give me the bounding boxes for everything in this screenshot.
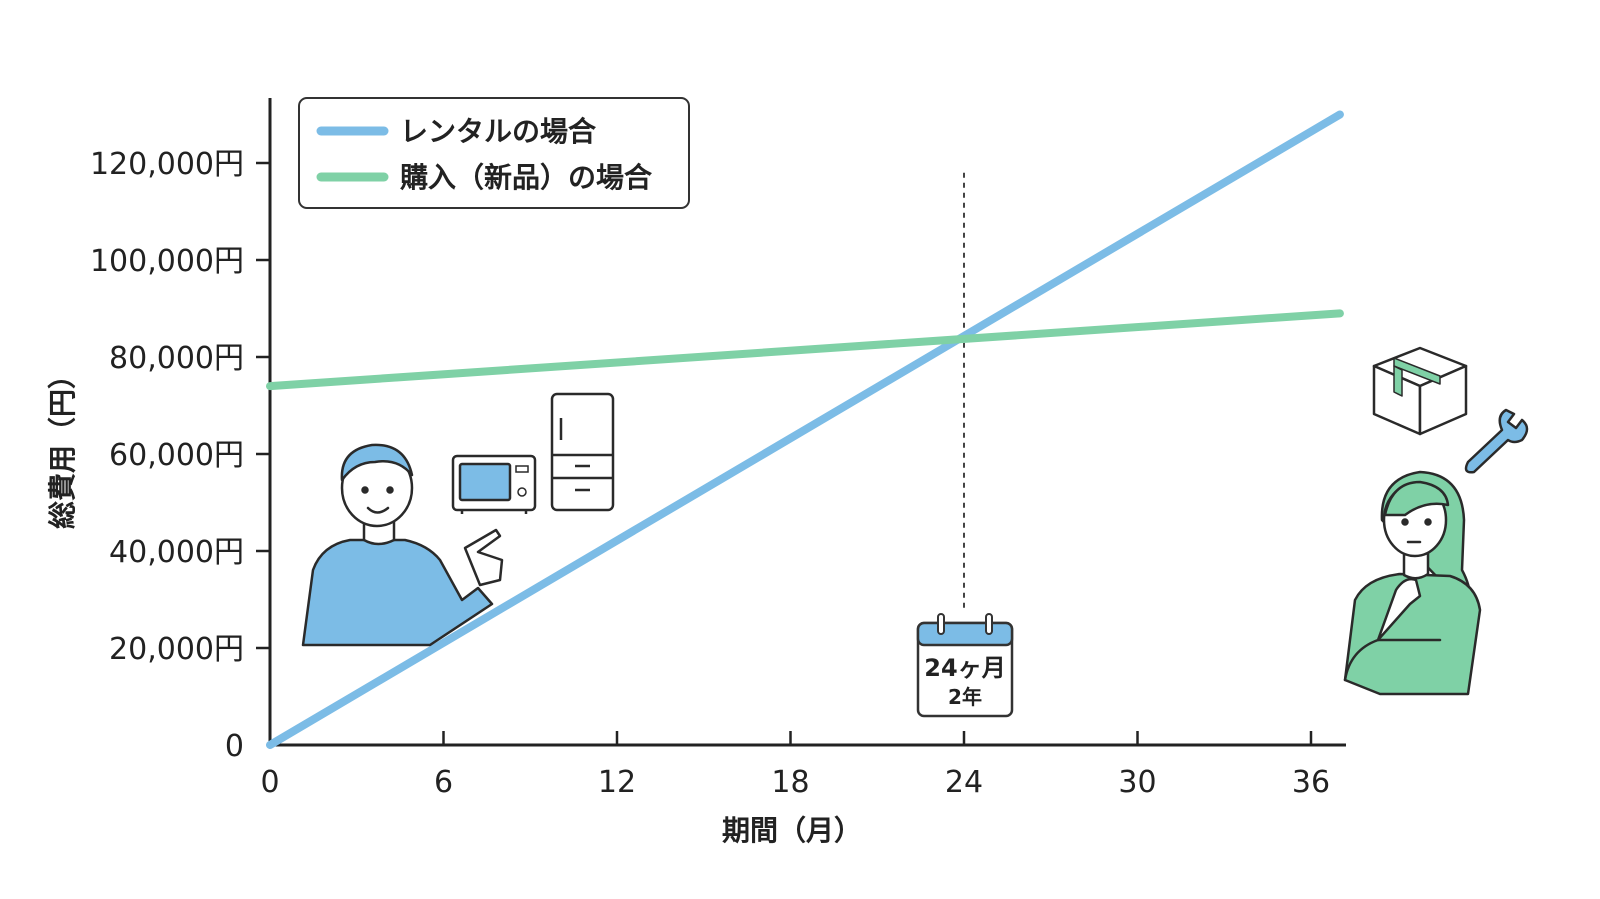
y-tick-label: 0: [225, 729, 244, 764]
person-pointing-icon: [301, 443, 504, 647]
refrigerator-icon: [550, 392, 615, 512]
x-tick-label: 24: [945, 765, 983, 800]
legend-box: [298, 97, 690, 209]
x-tick-label: 30: [1118, 765, 1156, 800]
y-tick-label: 80,000円: [109, 341, 244, 376]
microwave-icon: [451, 454, 537, 514]
y-ticks: 0 20,000円 40,000円 60,000円 80,000円 100,000円 120…: [90, 147, 270, 764]
x-tick-label: 36: [1292, 765, 1330, 800]
x-ticks: 0 6 12 18 24 30 36: [260, 731, 1330, 800]
legend-label-purchase: 購入（新品）の場合: [400, 161, 653, 194]
calendar-icon: 24ヶ月 2年: [916, 613, 1014, 718]
y-tick-label: 20,000円: [109, 632, 244, 667]
wrench-icon: [1464, 408, 1529, 474]
y-tick-label: 120,000円: [90, 147, 244, 182]
x-axis-title: 期間（月）: [722, 814, 862, 847]
x-tick-label: 0: [260, 765, 279, 800]
calendar-line-1: 24ヶ月: [924, 654, 1005, 682]
thinking-woman-icon: [1343, 470, 1482, 696]
legend-label-rental: レンタルの場合: [400, 115, 597, 148]
series-line-rental: [266, 110, 1344, 749]
series-line-purchase: [266, 309, 1344, 391]
legend: レンタルの場合 購入（新品）の場合: [298, 97, 690, 209]
x-tick-label: 12: [598, 765, 636, 800]
x-tick-label: 6: [434, 765, 453, 800]
y-tick-label: 40,000円: [109, 535, 244, 570]
y-tick-label: 60,000円: [109, 438, 244, 473]
axes: [268, 98, 1346, 747]
x-tick-label: 18: [771, 765, 809, 800]
calendar-line-2: 2年: [948, 685, 982, 709]
y-tick-label: 100,000円: [90, 244, 244, 279]
cardboard-box-icon: [1372, 346, 1468, 436]
y-axis-title: 総費用（円）: [46, 361, 79, 529]
series-group: [266, 110, 1344, 749]
